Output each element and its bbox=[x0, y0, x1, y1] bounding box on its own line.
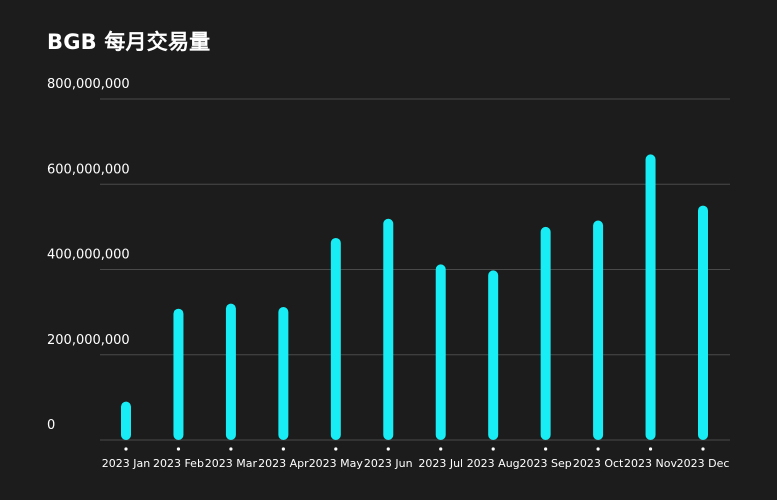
x-tick-mark bbox=[439, 447, 443, 451]
x-tick-mark bbox=[229, 447, 233, 451]
x-tick-label: 2023 Mar bbox=[205, 457, 258, 470]
x-tick-mark bbox=[124, 447, 128, 451]
x-tick-mark bbox=[281, 447, 285, 451]
bar bbox=[330, 237, 341, 440]
x-tick-label: 2023 Aug bbox=[467, 457, 520, 470]
y-tick-label: 200,000,000 bbox=[47, 333, 130, 348]
x-tick-label: 2023 Feb bbox=[153, 457, 204, 470]
x-tick-label: 2023 Dec bbox=[677, 457, 730, 470]
x-tick-label: 2023 Apr bbox=[258, 457, 309, 470]
x-tick-mark bbox=[491, 447, 495, 451]
bar bbox=[173, 308, 184, 440]
x-tick-label: 2023 Nov bbox=[624, 457, 677, 470]
x-tick-label: 2023 Sep bbox=[520, 457, 572, 470]
x-tick-mark bbox=[334, 447, 338, 451]
y-tick-label: 600,000,000 bbox=[47, 162, 130, 177]
x-tick-mark bbox=[176, 447, 181, 451]
y-tick-label: 400,000,000 bbox=[47, 248, 130, 263]
bar bbox=[488, 270, 499, 440]
x-tick-mark bbox=[544, 447, 548, 451]
x-axis-labels: 2023 Jan 2023 Feb 2023 Mar 2023 Apr 2023 May… bbox=[102, 447, 730, 470]
bar bbox=[121, 401, 131, 440]
bar bbox=[645, 154, 656, 440]
x-tick-label: 2023 Oct bbox=[573, 457, 624, 470]
grid-lines bbox=[100, 98, 730, 441]
x-tick-label: 2023 Jun bbox=[364, 457, 413, 470]
x-tick-mark bbox=[648, 447, 653, 451]
x-tick-label: 2023 Jul bbox=[418, 457, 463, 470]
bar bbox=[540, 226, 551, 440]
x-tick-label: 2023 Jan bbox=[102, 457, 150, 470]
bar bbox=[383, 218, 394, 440]
y-tick-label: 800,000,000 bbox=[47, 77, 130, 92]
y-axis-labels: 0 200,000,000 400,000,000 600,000,000 800,00… bbox=[47, 77, 130, 433]
bar bbox=[698, 205, 708, 440]
chart-title: BGB 每月交易量 bbox=[47, 30, 211, 54]
bar bbox=[435, 264, 446, 440]
x-tick-mark bbox=[701, 447, 705, 451]
bar bbox=[593, 220, 604, 440]
y-tick-label: 0 bbox=[47, 418, 55, 433]
bar bbox=[225, 303, 236, 440]
x-tick-mark bbox=[596, 447, 600, 451]
x-tick-mark bbox=[386, 447, 390, 451]
bar bbox=[278, 307, 289, 440]
bars bbox=[121, 154, 708, 440]
x-tick-label: 2023 May bbox=[309, 457, 364, 470]
